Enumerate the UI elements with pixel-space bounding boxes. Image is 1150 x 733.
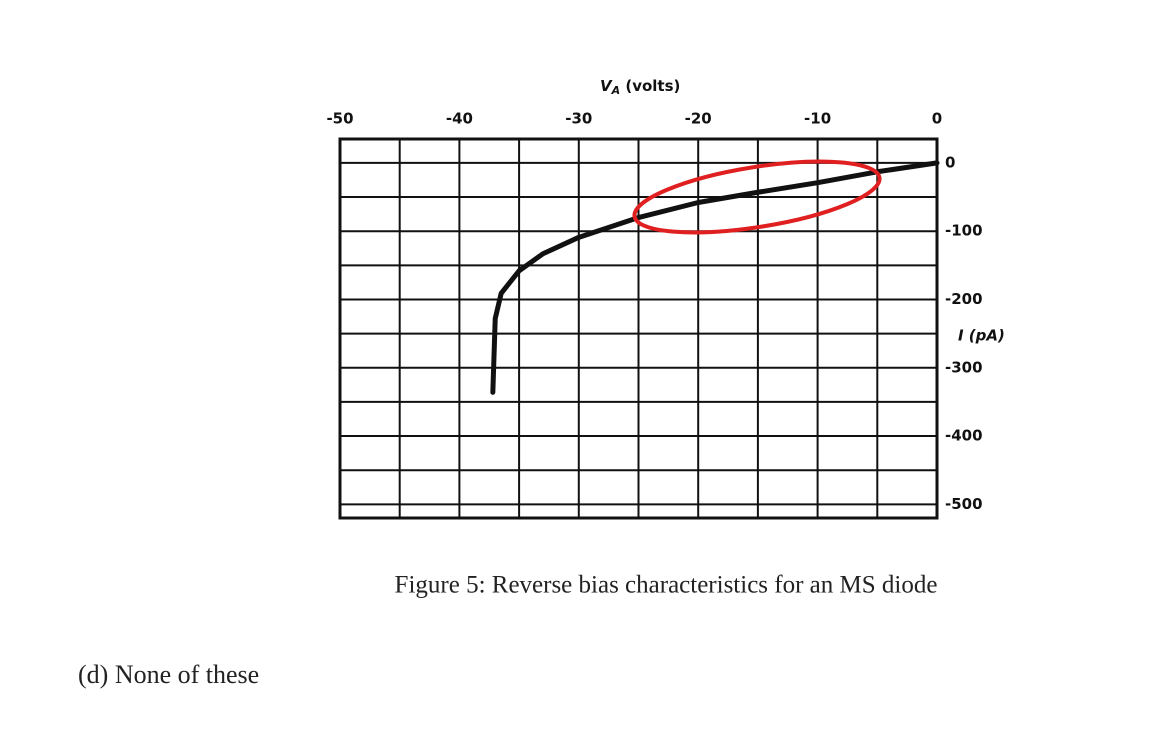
y-tick-label: -400 bbox=[945, 427, 983, 445]
x-tick-label: 0 bbox=[932, 110, 942, 128]
y-tick-label: -300 bbox=[945, 358, 983, 376]
caption: Figure 5: Reverse bias characteristics f… bbox=[395, 572, 938, 599]
x-label-main: V bbox=[600, 77, 613, 95]
option-text: (d) None of these bbox=[78, 660, 259, 689]
y-tick-label: -100 bbox=[945, 222, 983, 240]
x-label-rest: (volts) bbox=[620, 77, 680, 95]
plot: -50 -40 -30 -20 -10 00-100-200-300-400-500 bbox=[326, 110, 983, 520]
y-axis-label: I (pA) bbox=[958, 327, 1005, 345]
plot-frame bbox=[338, 137, 939, 520]
x-tick-label: -10 bbox=[804, 110, 831, 128]
data-line bbox=[490, 160, 940, 395]
y-tick-label: -200 bbox=[945, 290, 983, 308]
x-tick-label: -50 bbox=[326, 110, 353, 128]
y-tick-label: 0 bbox=[945, 153, 955, 171]
highlight-ellipse bbox=[632, 159, 882, 235]
x-label-sub: A bbox=[611, 84, 621, 97]
x-tick-label: -20 bbox=[685, 110, 712, 128]
x-tick-label: -40 bbox=[446, 110, 473, 128]
x-tick-label: -30 bbox=[565, 110, 592, 128]
x-axis-label: VA (volts) bbox=[600, 77, 680, 98]
y-tick-label: -500 bbox=[945, 495, 983, 513]
